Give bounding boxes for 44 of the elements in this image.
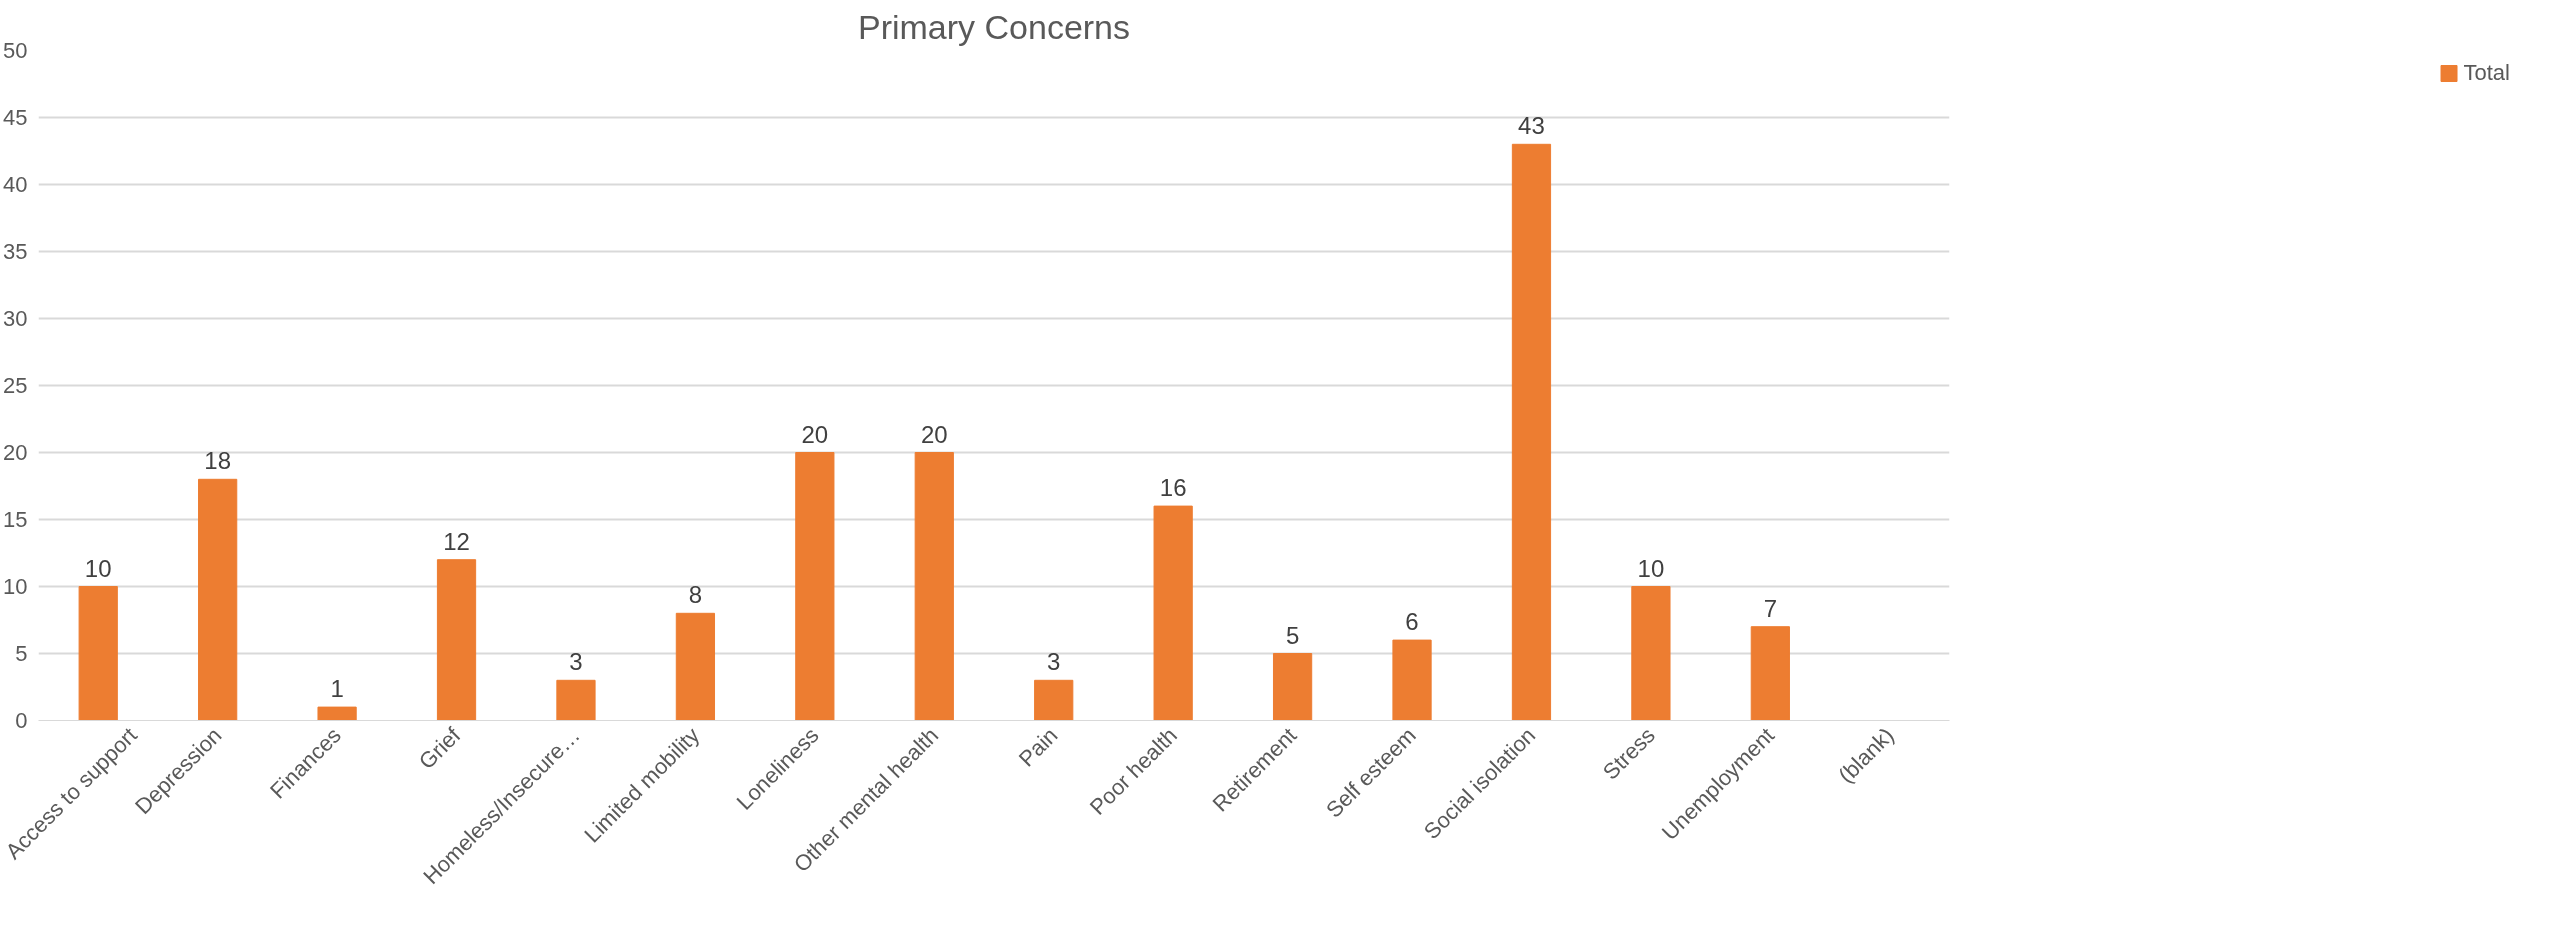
- legend-label: Total: [2463, 60, 2510, 86]
- bar: [1511, 143, 1552, 721]
- bar: [198, 478, 238, 721]
- bar: [556, 679, 596, 721]
- bar: [78, 586, 118, 721]
- data-label: 8: [688, 581, 703, 609]
- bar: [1750, 626, 1790, 721]
- bar: [795, 452, 835, 721]
- bar: [436, 559, 477, 721]
- y-tick-label: 40: [3, 172, 28, 197]
- data-label: 3: [569, 648, 583, 676]
- data-label: 10: [1637, 554, 1665, 582]
- data-label: 6: [1405, 608, 1419, 636]
- bar: [1034, 679, 1074, 721]
- bar: [1631, 586, 1671, 721]
- bar: [675, 612, 716, 721]
- data-label: 10: [84, 554, 112, 582]
- data-label: 20: [801, 420, 829, 448]
- bar: [914, 452, 954, 721]
- y-tick-label: 30: [3, 306, 28, 331]
- bar: [317, 706, 357, 721]
- y-tick-label: 45: [3, 105, 28, 130]
- y-tick-label: 25: [3, 373, 28, 398]
- bar: [1153, 505, 1193, 721]
- data-label: 5: [1285, 621, 1300, 649]
- data-label: 43: [1518, 112, 1545, 140]
- x-tick-label: Pain: [1013, 722, 1063, 772]
- data-label: 20: [920, 420, 948, 448]
- data-label: 18: [204, 447, 232, 475]
- y-tick-label: 20: [3, 440, 28, 465]
- data-label: 16: [1159, 474, 1187, 502]
- y-tick-label: 0: [15, 708, 28, 733]
- data-label: 12: [443, 527, 470, 555]
- y-tick-label: 5: [15, 641, 28, 666]
- chart-title: Primary Concerns: [857, 7, 1131, 46]
- y-tick-label: 10: [3, 574, 28, 599]
- y-tick-label: 15: [3, 507, 28, 532]
- data-label: 3: [1047, 648, 1061, 676]
- bar: [1272, 653, 1313, 721]
- bar: [1392, 639, 1432, 721]
- y-tick-label: 35: [3, 239, 28, 264]
- y-tick-label: 50: [3, 38, 28, 63]
- data-label: 7: [1763, 594, 1778, 622]
- data-label: 1: [330, 675, 344, 703]
